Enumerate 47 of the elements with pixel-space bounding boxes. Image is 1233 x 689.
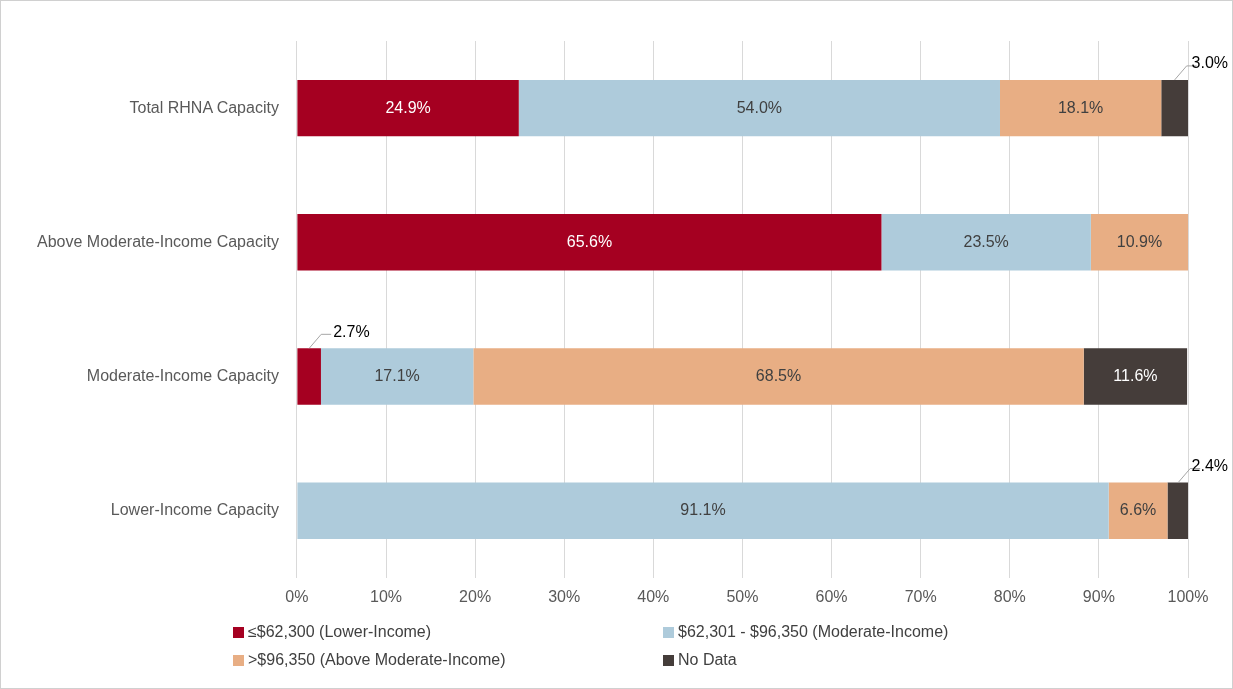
bar	[518, 79, 1000, 137]
y-tick-label: Total RHNA Capacity	[129, 98, 279, 116]
bar	[1167, 482, 1188, 539]
bar	[1161, 79, 1188, 137]
bar	[297, 482, 1109, 539]
y-tick-label: Lower-Income Capacity	[110, 501, 279, 519]
x-tick-label: 20%	[459, 587, 492, 605]
data-label: 23.5%	[963, 232, 1009, 250]
bar	[1090, 214, 1188, 271]
bar	[999, 79, 1162, 137]
y-tick-label: Above Moderate-Income Capacity	[36, 232, 279, 250]
bar	[297, 79, 519, 137]
bar	[297, 348, 321, 405]
data-label: 18.1%	[1057, 98, 1104, 116]
data-label: 65.6%	[566, 232, 613, 250]
x-tick-label: 0%	[285, 587, 309, 605]
legend-label: >$96,350 (Above Moderate-Income)	[248, 651, 506, 669]
data-label: 11.6%	[1113, 366, 1158, 384]
x-tick-label: 90%	[1082, 587, 1115, 605]
data-label: 24.9%	[385, 98, 431, 116]
bar	[320, 348, 474, 405]
data-label: 91.1%	[680, 501, 726, 519]
x-tick-label: 80%	[993, 587, 1026, 605]
bar	[297, 214, 882, 271]
x-tick-label: 10%	[369, 587, 403, 605]
x-tick-label: 50%	[726, 587, 759, 605]
legend-label: No Data	[678, 651, 737, 669]
data-label: 2.4%	[1191, 456, 1228, 474]
data-label: 68.5%	[755, 366, 802, 384]
bar	[881, 214, 1091, 271]
legend-label: $62,301 - $96,350 (Moderate-Income)	[678, 623, 949, 641]
bar	[1108, 482, 1168, 539]
y-tick-label: Moderate-Income Capacity	[86, 366, 279, 384]
data-label: 10.9%	[1116, 232, 1163, 250]
data-label: 2.7%	[333, 322, 370, 340]
x-tick-label: 70%	[904, 587, 937, 605]
x-tick-label: 100%	[1167, 587, 1209, 605]
data-label: 54.0%	[736, 98, 783, 116]
data-label: 3.0%	[1191, 54, 1228, 72]
bar	[1083, 348, 1188, 405]
data-label: 6.6%	[1119, 501, 1157, 519]
bar	[473, 348, 1084, 405]
data-label: 17.1%	[374, 366, 420, 384]
legend-label: ≤$62,300 (Lower-Income)	[248, 623, 432, 641]
x-tick-label: 60%	[815, 587, 848, 605]
x-tick-label: 30%	[548, 587, 581, 605]
x-tick-label: 40%	[637, 587, 670, 605]
